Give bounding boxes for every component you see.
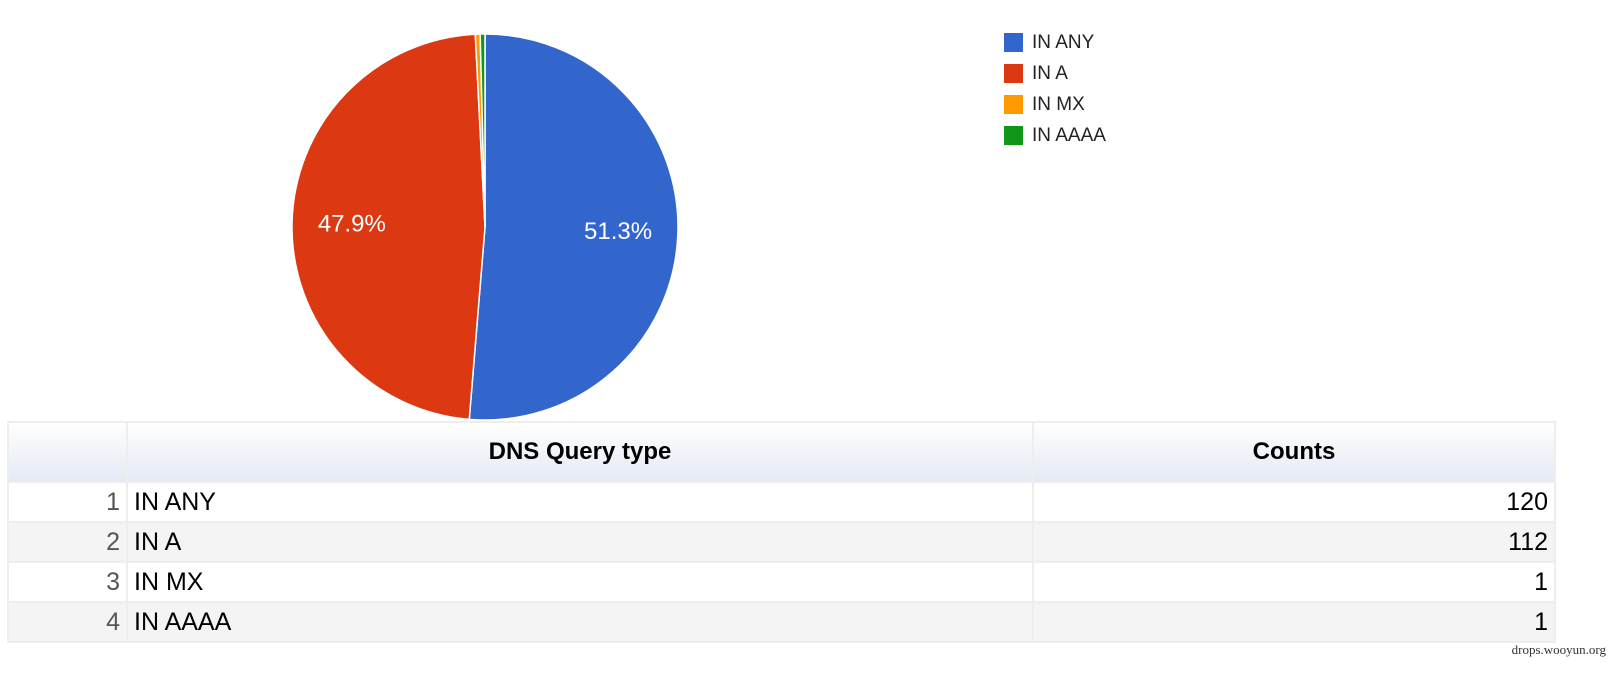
row-number: 1 [7,481,128,523]
pie-slice [479,33,486,228]
table-cell: IN A [126,521,1034,563]
legend-label: IN AAAA [1032,125,1106,146]
legend-swatch [1004,64,1023,83]
table-cell: 1 [1032,601,1556,643]
header-row: DNS Query type Counts [7,421,1556,483]
table-row: 1 IN ANY 120 [7,481,1556,523]
legend-label: IN A [1032,63,1068,84]
legend-label: IN ANY [1032,32,1095,53]
row-number: 4 [7,601,128,643]
pie-slice [291,33,486,420]
table-cell: IN AAAA [126,601,1034,643]
watermark: drops.wooyun.org [1511,642,1606,657]
row-number: 3 [7,561,128,603]
table-cell: 120 [1032,481,1556,523]
table-row: 3 IN MX 1 [7,561,1556,603]
pie-slice [468,33,679,420]
slice-label: 51.3% [584,218,652,245]
header-cell: DNS Query type [126,421,1034,483]
table-cell: 112 [1032,521,1556,563]
legend-swatch [1004,95,1023,114]
table-cell: IN MX [126,561,1034,603]
table-row: 4 IN AAAA 1 [7,601,1556,643]
legend-swatch [1004,33,1023,52]
data-table: DNS Query type Counts 1 IN ANY 120 2 IN A 112… [7,421,1556,643]
chart: 51.3% 47.9% IN ANY IN A IN MX IN AAAA [291,32,1106,420]
header-cell [7,421,128,483]
legend-swatch [1004,126,1023,145]
table-row: 2 IN A 112 [7,521,1556,563]
legend-label: IN MX [1032,94,1085,115]
table-cell: IN ANY [126,481,1034,523]
table-cell: 1 [1032,561,1556,603]
header-cell: Counts [1032,421,1556,483]
slice-label: 47.9% [318,210,386,237]
row-number: 2 [7,521,128,563]
